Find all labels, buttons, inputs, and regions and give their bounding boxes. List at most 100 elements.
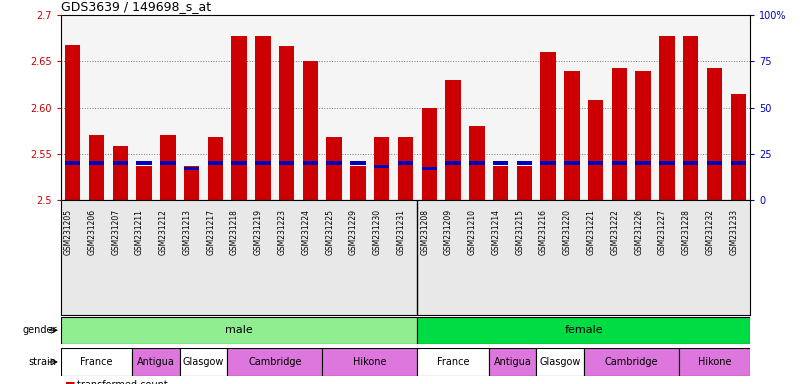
Bar xyxy=(88,135,104,200)
Bar xyxy=(303,161,318,165)
Bar xyxy=(350,166,366,200)
Text: ■: ■ xyxy=(65,380,75,384)
Bar xyxy=(88,161,104,165)
Text: transformed count: transformed count xyxy=(77,380,168,384)
Bar xyxy=(540,161,556,165)
Bar xyxy=(493,166,508,200)
Text: GSM231223: GSM231223 xyxy=(277,209,286,255)
Bar xyxy=(683,161,698,165)
Text: GSM231225: GSM231225 xyxy=(325,209,334,255)
Text: female: female xyxy=(564,325,603,335)
Bar xyxy=(517,166,532,200)
Bar xyxy=(636,71,651,200)
Bar xyxy=(445,80,461,200)
Text: GSM231224: GSM231224 xyxy=(302,209,311,255)
Text: strain: strain xyxy=(28,357,57,367)
Text: GSM231215: GSM231215 xyxy=(515,209,525,255)
Text: Cambridge: Cambridge xyxy=(604,357,658,367)
Text: GSM231213: GSM231213 xyxy=(182,209,191,255)
Text: GSM231209: GSM231209 xyxy=(444,209,453,255)
Text: GSM231218: GSM231218 xyxy=(230,209,239,255)
Bar xyxy=(160,161,175,165)
Text: GSM231233: GSM231233 xyxy=(729,209,738,255)
Text: GSM231211: GSM231211 xyxy=(135,209,144,255)
Text: GSM231212: GSM231212 xyxy=(159,209,168,255)
Text: GSM231214: GSM231214 xyxy=(491,209,500,255)
Bar xyxy=(564,71,580,200)
Bar xyxy=(636,161,651,165)
Text: Glasgow: Glasgow xyxy=(539,357,581,367)
Text: GSM231217: GSM231217 xyxy=(206,209,216,255)
Text: GSM231208: GSM231208 xyxy=(420,209,429,255)
Text: GDS3639 / 149698_s_at: GDS3639 / 149698_s_at xyxy=(61,0,211,13)
Bar xyxy=(303,61,318,200)
Bar xyxy=(731,94,746,200)
Bar xyxy=(683,36,698,200)
Bar xyxy=(322,348,418,376)
Bar xyxy=(113,161,128,165)
Bar xyxy=(564,161,580,165)
Text: GSM231210: GSM231210 xyxy=(468,209,477,255)
Text: GSM231206: GSM231206 xyxy=(88,209,97,255)
Bar xyxy=(374,165,389,168)
Bar xyxy=(469,161,484,165)
Bar xyxy=(584,348,679,376)
Bar xyxy=(493,161,508,165)
Bar xyxy=(422,167,437,170)
Text: GSM231205: GSM231205 xyxy=(64,209,73,255)
Bar xyxy=(136,161,152,165)
Text: male: male xyxy=(225,325,253,335)
Text: Antigua: Antigua xyxy=(494,357,531,367)
Bar xyxy=(350,161,366,165)
Bar xyxy=(731,161,746,165)
Bar xyxy=(588,100,603,200)
Bar xyxy=(707,68,723,200)
Bar xyxy=(208,161,223,165)
Bar xyxy=(180,348,227,376)
Bar xyxy=(327,161,342,165)
Text: Hikone: Hikone xyxy=(353,357,387,367)
Text: GSM231222: GSM231222 xyxy=(611,209,620,255)
Bar xyxy=(65,161,80,165)
Text: GSM231216: GSM231216 xyxy=(539,209,548,255)
Text: France: France xyxy=(80,357,113,367)
Text: Cambridge: Cambridge xyxy=(248,357,302,367)
Bar xyxy=(208,137,223,200)
Bar xyxy=(611,161,627,165)
Bar xyxy=(418,348,489,376)
Bar xyxy=(184,167,200,170)
Bar xyxy=(279,46,294,200)
Bar xyxy=(707,161,723,165)
Bar xyxy=(374,137,389,200)
Bar xyxy=(588,161,603,165)
Bar xyxy=(132,348,180,376)
Bar xyxy=(540,52,556,200)
Bar xyxy=(231,36,247,200)
Bar xyxy=(113,146,128,200)
Text: GSM231231: GSM231231 xyxy=(397,209,406,255)
Bar xyxy=(422,108,437,200)
Bar xyxy=(279,161,294,165)
Bar xyxy=(61,348,132,376)
Text: gender: gender xyxy=(22,325,57,335)
Bar xyxy=(445,161,461,165)
Text: GSM231229: GSM231229 xyxy=(349,209,358,255)
Text: Hikone: Hikone xyxy=(697,357,732,367)
Bar xyxy=(397,161,414,165)
Bar xyxy=(184,166,200,200)
Bar xyxy=(611,68,627,200)
Bar xyxy=(255,161,271,165)
Text: Glasgow: Glasgow xyxy=(182,357,224,367)
Bar xyxy=(327,137,342,200)
Text: GSM231232: GSM231232 xyxy=(706,209,714,255)
Text: GSM231207: GSM231207 xyxy=(111,209,120,255)
Bar xyxy=(489,348,536,376)
Bar xyxy=(469,126,484,200)
Bar xyxy=(160,135,175,200)
Bar xyxy=(536,348,584,376)
Text: GSM231227: GSM231227 xyxy=(658,209,667,255)
Bar xyxy=(679,348,750,376)
Bar xyxy=(231,161,247,165)
Bar xyxy=(397,137,414,200)
Bar xyxy=(418,317,750,344)
